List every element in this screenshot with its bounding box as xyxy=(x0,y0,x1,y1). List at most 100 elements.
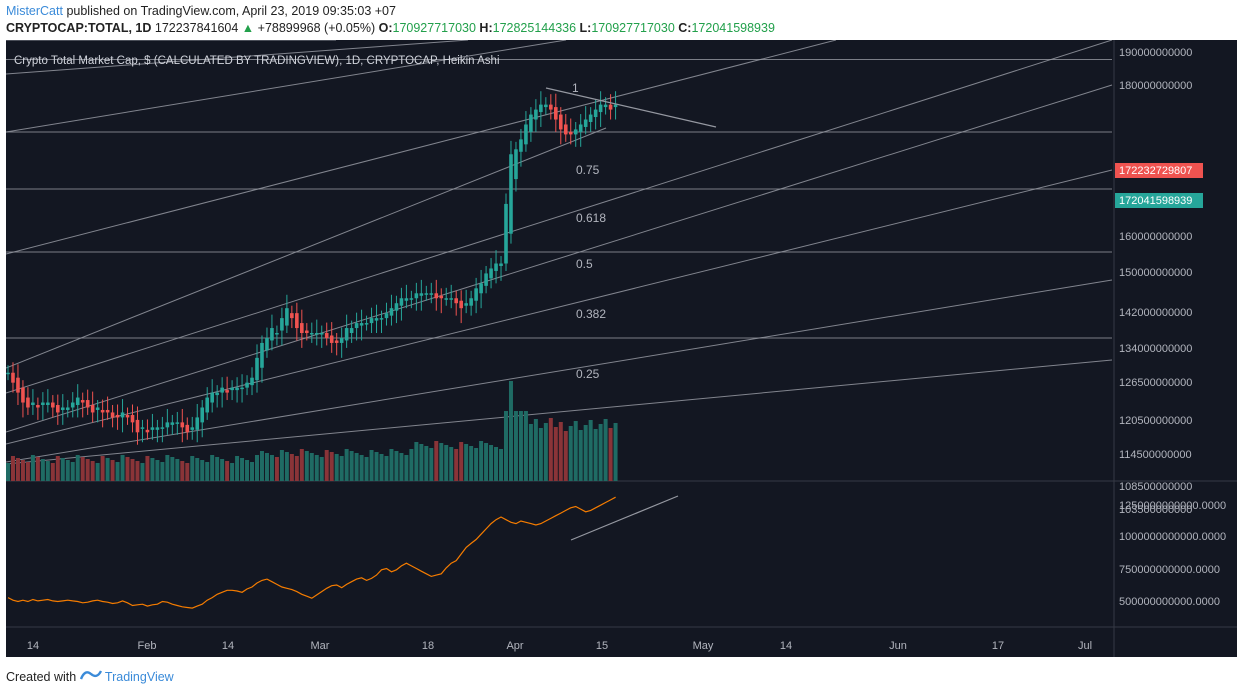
candle-body xyxy=(60,407,65,410)
candle-body xyxy=(185,424,190,433)
volume-bar xyxy=(190,456,195,481)
volume-bar xyxy=(215,457,220,481)
candle-body xyxy=(265,337,269,351)
volume-bar xyxy=(533,419,538,481)
high-label: H: xyxy=(479,21,493,35)
tradingview-brand[interactable]: TradingView xyxy=(104,670,174,684)
candle-body xyxy=(364,323,369,325)
candle-body xyxy=(31,402,35,406)
volume-bar xyxy=(80,457,85,481)
candle-body xyxy=(51,402,55,408)
volume-bar xyxy=(404,455,409,481)
volume-bar xyxy=(185,463,190,481)
candle-body xyxy=(90,405,95,413)
candle-body xyxy=(344,328,349,341)
volume-bar xyxy=(319,457,324,481)
volume-bar xyxy=(464,444,469,481)
candle-body xyxy=(593,109,598,118)
candle-body xyxy=(260,342,264,368)
candle-body xyxy=(583,119,588,127)
volume-bar xyxy=(180,461,185,481)
change-arrow-icon: ▲ xyxy=(241,21,255,35)
candle-body xyxy=(499,263,503,266)
candle-body xyxy=(290,313,294,319)
price-axis-label: 160000000000 xyxy=(1119,231,1192,243)
fib-fan-lines xyxy=(5,39,1113,465)
close-label: C: xyxy=(678,21,692,35)
volume-bar xyxy=(55,456,60,481)
volume-bar xyxy=(384,456,389,481)
low-label: L: xyxy=(579,21,592,35)
volume-bar xyxy=(558,422,563,481)
volume-bar xyxy=(85,459,90,481)
volume-bar xyxy=(110,460,115,481)
time-axis-label: 15 xyxy=(596,640,608,652)
footer: Created with TradingView xyxy=(6,667,174,684)
candle-body xyxy=(399,298,404,306)
volume-bar xyxy=(289,454,294,481)
price-axis-label: 114500000000 xyxy=(1119,449,1192,461)
candle-body xyxy=(598,104,603,113)
volume-bar xyxy=(304,451,309,481)
candle-body xyxy=(26,397,30,408)
volume-bar xyxy=(40,459,45,481)
candle-body xyxy=(563,124,568,135)
volume-bar xyxy=(518,411,523,481)
published-text: published on TradingView.com, April 23, … xyxy=(66,4,396,18)
price-axis-label: 172041598939 xyxy=(1119,195,1192,207)
volume-bar xyxy=(588,420,593,481)
price-axis-label: 134000000000 xyxy=(1119,343,1192,355)
candle-body xyxy=(130,414,135,423)
candle-body xyxy=(225,390,229,393)
candle-body xyxy=(554,107,558,120)
volume-bar xyxy=(314,455,319,481)
candle-body xyxy=(170,422,175,425)
candle-body xyxy=(369,318,374,324)
price-badge xyxy=(1115,163,1203,178)
volume-bar xyxy=(75,455,80,481)
chart-container[interactable]: 1 0.75 0.618 0.5 0.382 0.25 190000000000 18000… xyxy=(5,39,1237,657)
price-axis: 190000000000 180000000000 172232729807 1720… xyxy=(1115,47,1226,608)
candle-body xyxy=(558,114,563,130)
price-axis-label: 108500000000 xyxy=(1119,481,1192,493)
volume-bar xyxy=(45,461,50,481)
volume-bar xyxy=(65,460,70,481)
candle-body xyxy=(439,295,444,299)
volume-bar xyxy=(269,455,274,481)
candle-body xyxy=(484,273,488,286)
tradingview-logo-icon xyxy=(79,670,105,684)
candle-body xyxy=(524,124,528,145)
candle-body xyxy=(339,337,344,343)
candle-body xyxy=(434,293,439,299)
volume-bar xyxy=(598,424,603,481)
candle-body xyxy=(300,323,304,334)
trend-drawings xyxy=(545,87,717,541)
high-value: 172825144336 xyxy=(492,21,577,35)
candle-body xyxy=(205,397,209,413)
candle-body xyxy=(529,114,533,132)
volume-bar xyxy=(205,462,210,481)
fib-fan-line xyxy=(5,169,1113,445)
candle-body xyxy=(479,283,483,294)
volume-bar xyxy=(105,458,110,481)
trendline-indicator xyxy=(570,495,679,541)
candle-body xyxy=(235,387,239,391)
volume-bar xyxy=(444,445,449,481)
close-value: 172041598939 xyxy=(691,21,775,35)
candle-body xyxy=(180,422,185,428)
volume-bar xyxy=(389,449,394,481)
chart-svg[interactable]: 1 0.75 0.618 0.5 0.382 0.25 190000000000 18000… xyxy=(5,39,1237,657)
candle-body xyxy=(409,298,414,300)
volume-bar xyxy=(513,411,518,481)
candle-body xyxy=(603,104,608,108)
candle-body xyxy=(449,298,454,300)
candle-body xyxy=(280,318,284,331)
author-link[interactable]: MisterCatt xyxy=(6,4,63,18)
candle-body xyxy=(514,149,518,180)
volume-bar xyxy=(10,456,15,481)
candle-body xyxy=(324,333,329,338)
volume-bar xyxy=(294,456,299,481)
price-axis-label: 120500000000 xyxy=(1119,415,1192,427)
volume-bar xyxy=(299,449,304,481)
candle-body xyxy=(305,330,309,334)
